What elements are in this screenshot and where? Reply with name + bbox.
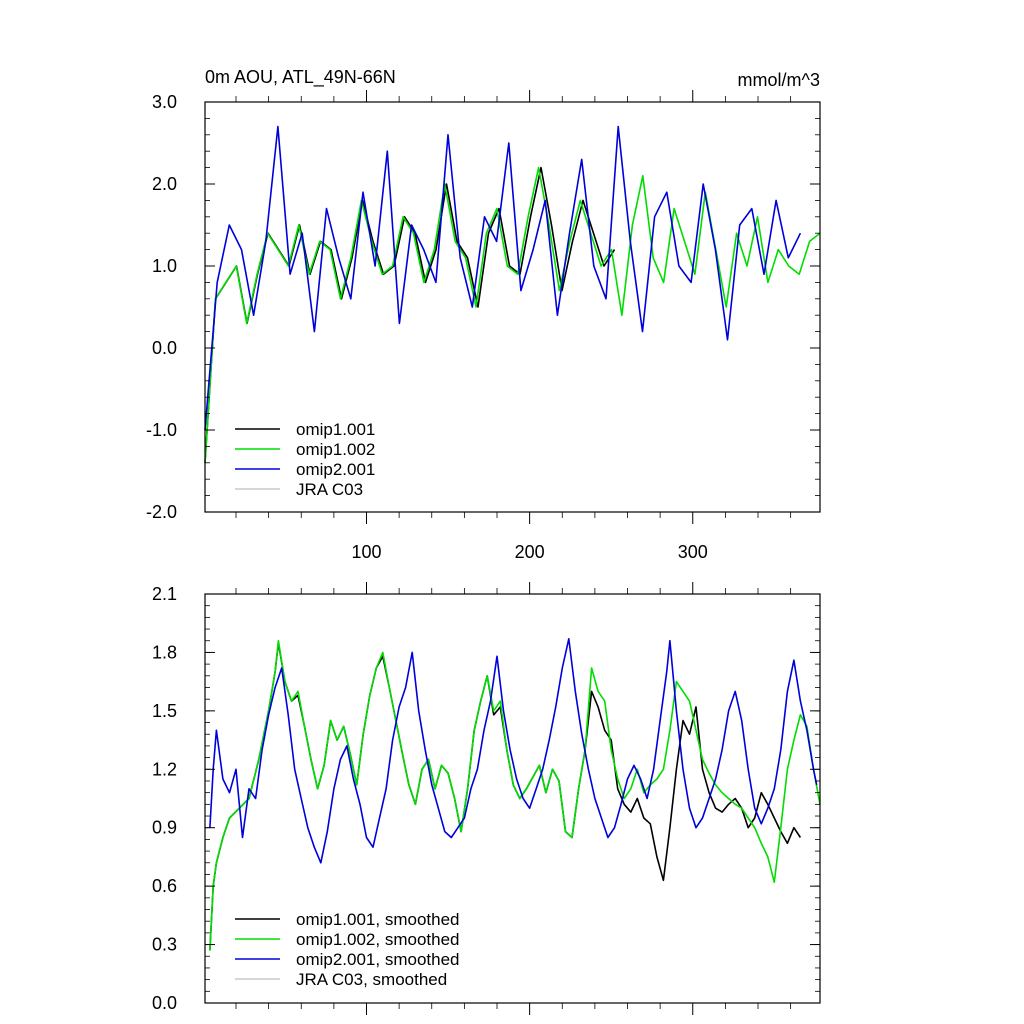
panel-top-aou: 0m AOU, ATL_49N-66N mmol/m^3 3.0 2.0 1.0 0.…: [146, 67, 821, 562]
y-tick-label: 0.9: [152, 818, 177, 838]
legend-label: omip1.001: [296, 420, 375, 439]
y-tick-label: 1.5: [152, 701, 177, 721]
bottom-series-group: [209, 638, 821, 951]
chart-title: 0m AOU, ATL_49N-66N: [205, 67, 396, 88]
bottom-axes: 2.1 1.8 1.5 1.2 0.9 0.6 0.3 0.0: [152, 582, 821, 1015]
legend-label: omip1.001, smoothed: [296, 910, 460, 929]
series-line-omip1-002-smoothed: [209, 639, 821, 951]
y-tick-label: -1.0: [146, 420, 177, 440]
legend-label: omip1.002: [296, 440, 375, 459]
y-tick-label: 2.0: [152, 174, 177, 194]
y-tick-label: 1.2: [152, 759, 177, 779]
panel-bottom-smoothed: 2.1 1.8 1.5 1.2 0.9 0.6 0.3 0.0 omip1.001, smoo…: [152, 582, 821, 1015]
y-tick-label: 3.0: [152, 92, 177, 112]
legend-label: JRA C03, smoothed: [296, 970, 447, 989]
legend-label: omip2.001: [296, 460, 375, 479]
y-tick-label: 1.8: [152, 642, 177, 662]
y-tick-label: -2.0: [146, 502, 177, 522]
x-tick-label: 300: [678, 542, 708, 562]
legend-label: JRA C03: [296, 480, 363, 499]
series-line-omip1-002: [204, 166, 821, 463]
series-line-omip1-001-smoothed: [209, 641, 802, 951]
top-axes: 3.0 2.0 1.0 0.0 -1.0 -2.0 100 200 300: [146, 90, 821, 562]
series-line-omip1-001: [204, 166, 616, 463]
series-line-omip2-001-smoothed: [209, 638, 818, 864]
plot-frame: [204, 593, 821, 1004]
legend-label: omip2.001, smoothed: [296, 950, 460, 969]
y-tick-label: 0.3: [152, 935, 177, 955]
x-tick-label: 100: [351, 542, 381, 562]
y-tick-label: 0.0: [152, 993, 177, 1013]
x-tick-label: 200: [515, 542, 545, 562]
y-tick-label: 0.6: [152, 876, 177, 896]
plot-frame: [204, 101, 821, 513]
y-tick-label: 0.0: [152, 338, 177, 358]
legend-label: omip1.002, smoothed: [296, 930, 460, 949]
top-series-group: [204, 125, 821, 463]
chart-units: mmol/m^3: [738, 70, 820, 90]
series-line-omip2-001: [204, 125, 802, 431]
y-tick-label: 1.0: [152, 256, 177, 276]
y-tick-label: 2.1: [152, 584, 177, 604]
